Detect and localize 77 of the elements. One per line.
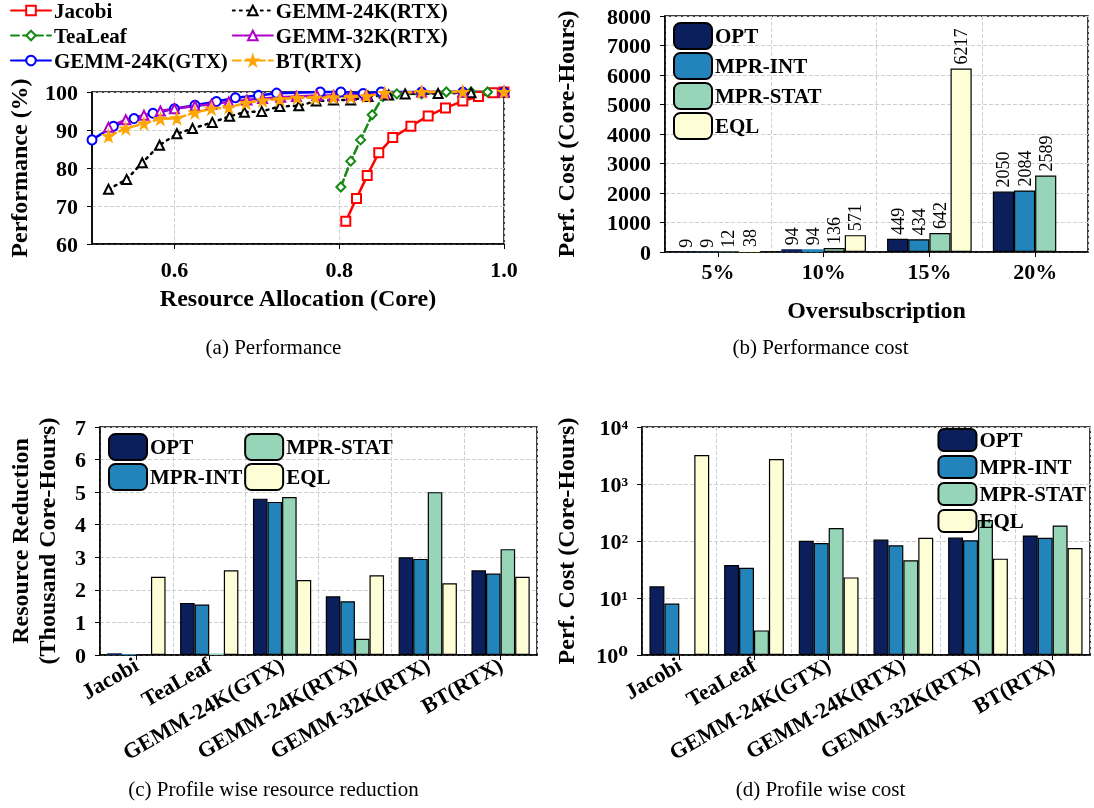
data-label: 571 (845, 204, 866, 232)
text: (b) Performance cost (732, 334, 909, 359)
data-label: 434 (908, 208, 929, 236)
legend-label: EQL (979, 509, 1024, 533)
y-tick-label: 0 (75, 642, 86, 668)
text: (c) Profile wise resource reduction (128, 776, 420, 801)
y-tick-label: 10³ (599, 471, 629, 497)
x-tick-label: 5% (701, 258, 735, 284)
x-tick-label: 1.0 (490, 256, 518, 282)
y-tick-label: 100 (45, 79, 78, 105)
legend-label: OPT (979, 428, 1023, 452)
y-tick-label: 3 (75, 544, 86, 570)
y-tick-label: 70 (56, 193, 78, 219)
data-label: 9 (697, 238, 718, 248)
y-tick-label: 10⁴ (599, 414, 629, 440)
legend-label: EQL (286, 465, 331, 489)
legend-label: MPR-STAT (286, 435, 393, 459)
data-label: 6217 (951, 28, 972, 65)
y-tick-label: 10¹ (599, 585, 628, 611)
y-tick-label: 1000 (607, 210, 651, 235)
y-axis-title: Perf. Cost (Core-Hours) (552, 417, 579, 665)
y-tick-label: 7000 (607, 33, 651, 58)
text: (d) Profile wise cost (735, 776, 906, 801)
y-tick-label: 8000 (607, 3, 651, 29)
data-label: 2050 (993, 151, 1014, 188)
x-axis-title: Resource Allocation (Core) (159, 284, 437, 311)
y-tick-label: 5000 (607, 92, 651, 117)
y-tick-label: 10⁰ (596, 642, 629, 668)
y-tick-label: 2000 (607, 180, 651, 206)
data-label: 136 (824, 216, 845, 244)
x-axis-title: Oversubscription (787, 297, 966, 323)
legend-label: OPT (715, 24, 759, 48)
x-tick-label: 0.8 (325, 256, 353, 282)
y-tick-label: 6000 (607, 62, 651, 88)
y-axis-title: Resource Reduction (Thousand Core-Hours) (6, 417, 60, 665)
legend-label: MPR-INT (150, 465, 243, 489)
y-axis-title: Performance (%) (5, 78, 32, 258)
data-label: 94 (781, 227, 802, 246)
data-label: 9 (676, 238, 697, 248)
y-tick-label: 4000 (607, 121, 651, 147)
data-label: 2084 (1014, 150, 1035, 187)
x-tick-label: 15% (907, 258, 952, 284)
x-tick-label: 20% (1013, 258, 1058, 284)
y-tick-label: 7 (75, 414, 86, 440)
y-tick-label: 6 (75, 447, 86, 473)
x-tick-label: 0.6 (160, 256, 189, 282)
y-axis-title: Perf. Cost (Core-Hours) (552, 10, 579, 258)
data-label: 94 (803, 227, 824, 246)
legend-label: TeaLeaf (54, 23, 128, 48)
data-label: 2589 (1035, 135, 1056, 172)
legend-label: OPT (150, 435, 194, 459)
y-tick-label: 60 (56, 231, 78, 257)
legend-label: EQL (715, 114, 760, 138)
legend-label: MPR-STAT (715, 84, 822, 108)
legend-label: MPR-INT (979, 455, 1072, 479)
legend-label: GEMM-24K(GTX) (54, 48, 228, 73)
y-tick-label: 90 (56, 117, 78, 143)
data-label: 642 (929, 202, 950, 230)
y-tick-label: 80 (56, 155, 78, 181)
legend-label: GEMM-32K(RTX) (275, 23, 448, 48)
y-tick-label: 0 (640, 239, 651, 265)
y-tick-label: 10² (599, 528, 629, 554)
x-tick-label: 10% (801, 258, 846, 284)
y-tick-label: 4 (75, 512, 86, 538)
legend-label: GEMM-24K(RTX) (275, 0, 448, 23)
y-tick-label: 5 (75, 479, 86, 505)
y-tick-label: 2 (75, 577, 86, 603)
text: (a) Performance (205, 334, 342, 359)
data-label: 12 (718, 229, 739, 248)
y-tick-label: 1 (75, 609, 86, 635)
legend-label: MPR-INT (715, 54, 808, 78)
y-tick-label: 3000 (607, 151, 651, 176)
data-label: 449 (887, 207, 908, 235)
data-label: 38 (739, 228, 760, 247)
legend-label: Jacobi (54, 0, 113, 23)
legend-label: BT(RTX) (275, 48, 362, 73)
legend-label: MPR-STAT (979, 482, 1087, 506)
